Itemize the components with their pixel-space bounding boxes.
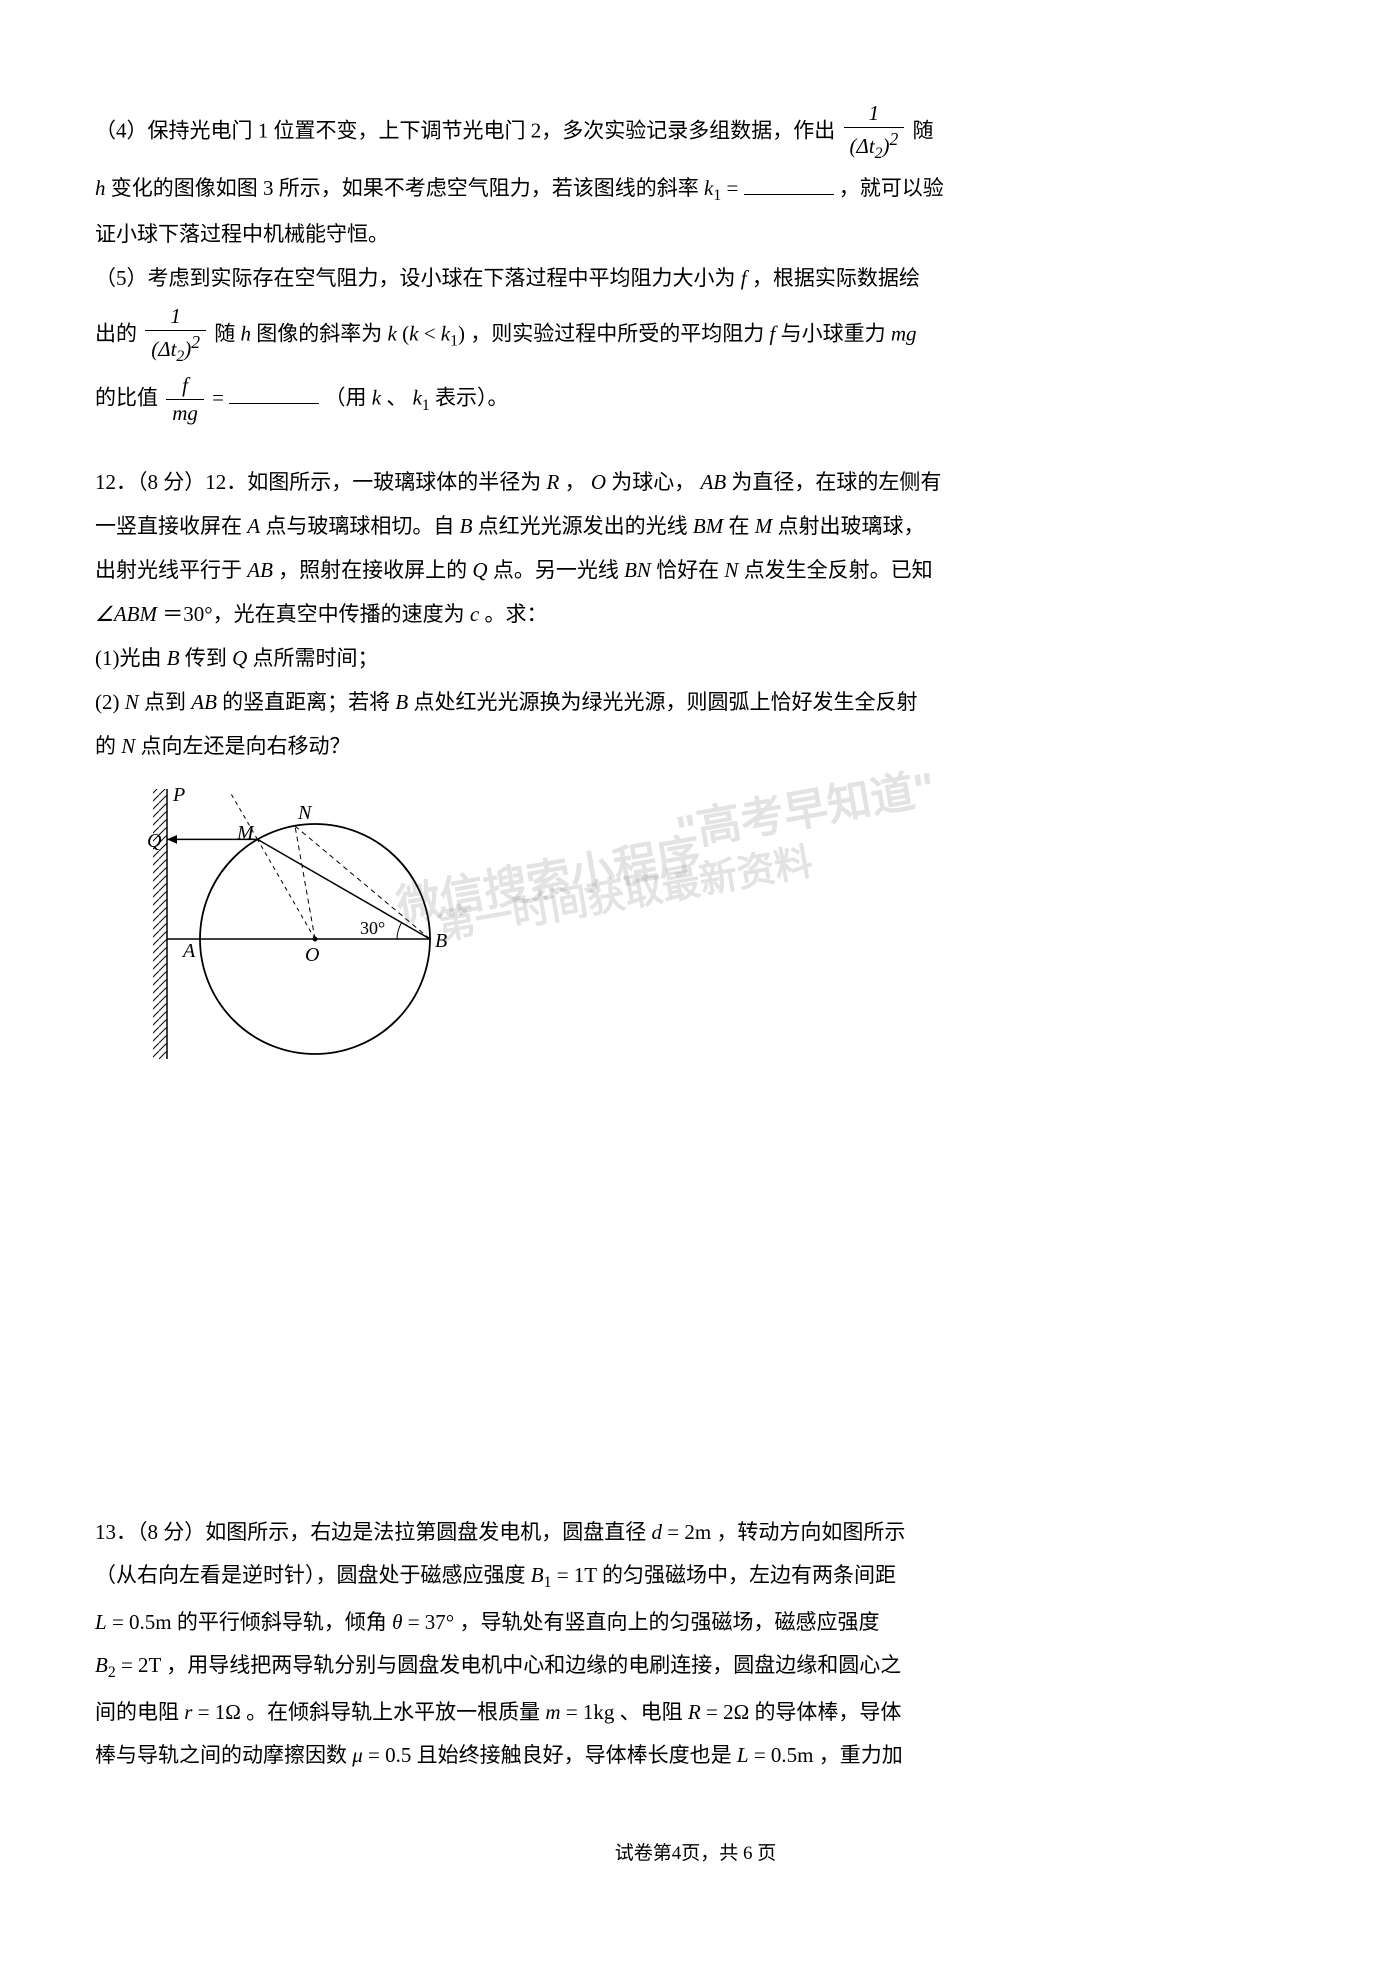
text: 出的 [95,321,137,345]
q13-line4: B2 = 2T ，用导线把两导轨分别与圆盘发电机中心和边缘的电刷连接，圆盘边缘和… [95,1646,1296,1688]
label-P: P [172,784,185,806]
q12-line3: 出射光线平行于 AB ，照射在接收屏上的 Q 点。另一光线 BN 恰好在 N 点… [95,551,1296,591]
line-BM [258,839,431,939]
frac-den: (Δt2)2 [145,331,206,368]
text: 随 [913,118,934,142]
label-angle: 30° [360,918,385,938]
label-O: O [305,944,319,966]
text: 图像的斜率为 [256,321,387,345]
text: （5）考虑到实际存在空气阻力，设小球在下落过程中平均阻力大小为 [95,266,736,290]
frac-den: mg [166,400,204,427]
eq: = [726,176,743,200]
text: 与小球重力 [781,321,886,345]
fraction-f-mg: f mg [166,372,204,428]
point-O [313,936,318,941]
sep: 、 [386,385,407,409]
frac-den: (Δt2)2 [844,128,905,165]
q12-sub2: (2) N 点到 AB 的竖直距离；若将 B 点处红光光源换为绿光光源，则圆弧上… [95,683,1296,723]
var-k: k [388,321,397,345]
var-f: f [770,321,776,345]
q11-4-line2: h 变化的图像如图 3 所示，如果不考虑空气阻力，若该图线的斜率 k1 = ，就… [95,169,1296,211]
var-k1: k [704,176,713,200]
var-k1: k [413,385,422,409]
page-content: （4）保持光电门 1 位置不变，上下调节光电门 2，多次实验记录多组数据，作出 … [95,100,1296,1872]
var-h: h [241,321,252,345]
var-R: R [547,470,560,494]
q12-line2: 一竖直接收屏在 A 点与玻璃球相切。自 B 点红光光源发出的光线 BM 在 M … [95,507,1296,547]
q12-sub3: 的 N 点向左还是向右移动？ [95,727,1296,767]
q11-5-line2: 出的 1 (Δt2)2 随 h 图像的斜率为 k (k < k1) ，则实验过程… [95,303,1296,368]
text: 表示）。 [435,385,509,409]
q11-4-line3: 证小球下落过程中机械能守恒。 [95,215,1296,255]
label-Q: Q [147,830,162,852]
blank-k1 [744,172,834,195]
q11-5-line3: 的比值 f mg = （用 k 、 k1 表示）。 [95,372,1296,428]
var-h: h [95,176,106,200]
text: ，则实验过程中所受的平均阻力 [470,321,764,345]
optics-diagram-svg: P N M Q A O B 30° [135,779,535,1079]
var-AB: AB [701,470,727,494]
label-A: A [181,940,196,962]
label-B: B [435,930,447,952]
line-OM [258,839,316,939]
circle-diagram: 微信搜索小程序 "高考早知道" 第一时间获取最新资料 [135,779,1296,1093]
q13-line3: L = 0.5m 的平行倾斜导轨，倾角 θ = 37° ，导轨处有竖直向上的匀强… [95,1603,1296,1643]
q13-line6: 棒与导轨之间的动摩擦因数 μ = 0.5 且始终接触良好，导体棒长度也是 L =… [95,1736,1296,1776]
frac-num: 1 [844,100,905,128]
var-O: O [591,470,606,494]
q12-line1: 12．（8 分）12．如图所示，一玻璃球体的半径为 R ， O 为球心， AB … [95,463,1296,503]
q11-5-line1: （5）考虑到实际存在空气阻力，设小球在下落过程中平均阻力大小为 f ，根据实际数… [95,259,1296,299]
text: （4）保持光电门 1 位置不变，上下调节光电门 2，多次实验记录多组数据，作出 [95,118,835,142]
var-k: k [372,385,381,409]
text: 变化的图像如图 3 所示，如果不考虑空气阻力，若该图线的斜率 [111,176,704,200]
text: （用 [325,385,372,409]
label-M: M [236,822,255,844]
text: 的比值 [95,385,158,409]
q13-line2: （从右向左看是逆时针），圆盘处于磁感应强度 B1 = 1T 的匀强磁场中，左边有… [95,1556,1296,1598]
label-N: N [297,802,313,824]
frac-num: f [166,372,204,400]
text: 证小球下落过程中机械能守恒。 [95,222,389,246]
text: 12．（8 分）12．如图所示，一玻璃球体的半径为 [95,470,541,494]
var-f: f [741,266,747,290]
blank-ratio [229,381,319,404]
fraction-1-dt2sq: 1 (Δt2)2 [844,100,905,165]
frac-num: 1 [145,303,206,331]
text: ，就可以验 [839,176,944,200]
var-mg: mg [891,321,917,345]
fraction-1-dt2sq-b: 1 (Δt2)2 [145,303,206,368]
text: 随 [214,321,240,345]
q12-line4: ∠ABM ＝30°，光在真空中传播的速度为 c 。求： [95,595,1296,635]
q13-line1: 13．（8 分）如图所示，右边是法拉第圆盘发电机，圆盘直径 d = 2m ，转动… [95,1513,1296,1553]
q11-4-line1: （4）保持光电门 1 位置不变，上下调节光电门 2，多次实验记录多组数据，作出 … [95,100,1296,165]
angle-arc [397,922,402,939]
q13-line5: 间的电阻 r = 1Ω 。在倾斜导轨上水平放一根质量 m = 1kg 、电阻 R… [95,1693,1296,1733]
q12-sub1: (1)光由 B 传到 Q 点所需时间； [95,639,1296,679]
arrow-MQ [167,835,177,844]
text: ，根据实际数据绘 [752,266,920,290]
eq: = [212,385,229,409]
page-footer: 试卷第4页，共 6 页 [95,1836,1296,1872]
